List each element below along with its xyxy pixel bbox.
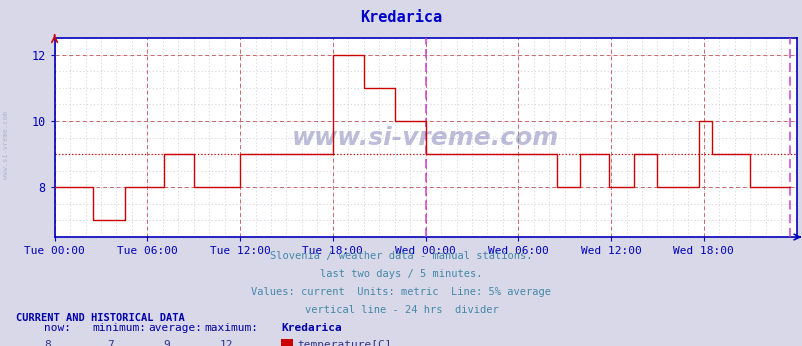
Text: maximum:: maximum:	[205, 323, 258, 333]
Text: last two days / 5 minutes.: last two days / 5 minutes.	[320, 269, 482, 279]
Text: average:: average:	[148, 323, 202, 333]
Text: vertical line - 24 hrs  divider: vertical line - 24 hrs divider	[304, 305, 498, 315]
Text: Kredarica: Kredarica	[360, 10, 442, 25]
Text: temperature[C]: temperature[C]	[297, 340, 391, 346]
Text: 9: 9	[163, 340, 169, 346]
Text: CURRENT AND HISTORICAL DATA: CURRENT AND HISTORICAL DATA	[16, 313, 184, 323]
Text: minimum:: minimum:	[92, 323, 146, 333]
Text: Slovenia / weather data - manual stations.: Slovenia / weather data - manual station…	[270, 251, 532, 261]
Text: Values: current  Units: metric  Line: 5% average: Values: current Units: metric Line: 5% a…	[251, 287, 551, 297]
Text: www.si-vreme.com: www.si-vreme.com	[3, 111, 10, 179]
Text: 8: 8	[44, 340, 51, 346]
Text: now:: now:	[44, 323, 71, 333]
Text: 12: 12	[219, 340, 233, 346]
Text: www.si-vreme.com: www.si-vreme.com	[292, 126, 558, 149]
Text: Kredarica: Kredarica	[281, 323, 342, 333]
Text: 7: 7	[107, 340, 113, 346]
